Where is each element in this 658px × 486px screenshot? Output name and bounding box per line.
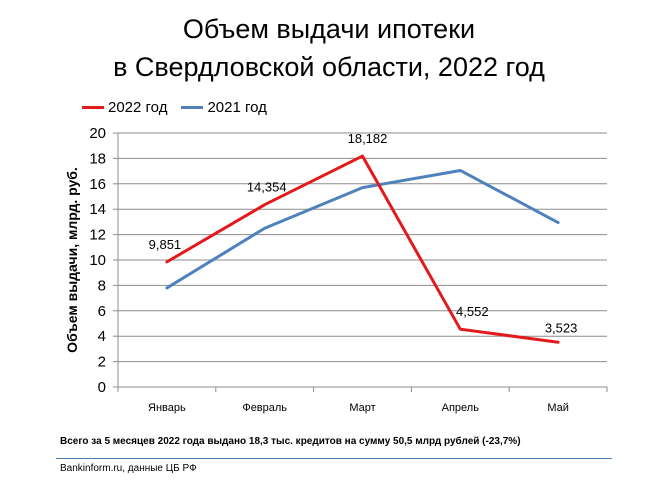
y-tick-label: 6 <box>98 303 106 320</box>
y-tick-label: 4 <box>98 328 106 345</box>
y-axis-label: Объем выдачи, млрд. руб. <box>64 167 80 353</box>
x-tick-label: Март <box>349 402 375 414</box>
y-tick-label: 20 <box>89 125 106 142</box>
y-tick-label: 2 <box>98 354 106 371</box>
y-tick-label: 10 <box>89 252 106 269</box>
x-tick-label: Май <box>547 402 569 414</box>
data-label: 18,182 <box>348 131 388 146</box>
y-tick-label: 18 <box>89 150 106 167</box>
x-tick-label: Январь <box>148 402 186 414</box>
data-label: 3,523 <box>545 320 578 335</box>
source-footnote: Bankinform.ru, данные ЦБ РФ <box>60 463 197 474</box>
legend-swatch-2021 <box>181 106 204 109</box>
chart-title: Объем выдачи ипотеки в Свердловской обла… <box>0 10 658 86</box>
chart-title-line-1: Объем выдачи ипотеки <box>182 14 476 44</box>
y-tick-label: 14 <box>89 201 106 218</box>
data-label: 4,552 <box>456 304 489 319</box>
x-tick-label: Февраль <box>242 402 287 414</box>
x-tick-label: Апрель <box>442 402 480 414</box>
legend-item-2021: 2021 год <box>181 99 267 116</box>
y-tick-label: 8 <box>98 277 106 294</box>
legend-item-2022: 2022 год <box>82 99 167 116</box>
footer-divider <box>56 458 612 459</box>
y-tick-label: 12 <box>89 227 106 244</box>
legend: 2022 год 2021 год <box>82 99 281 116</box>
summary-footnote: Всего за 5 месяцев 2022 года выдано 18,3… <box>60 436 521 447</box>
legend-label-2021: 2021 год <box>207 99 267 116</box>
legend-label-2022: 2022 год <box>108 99 168 116</box>
data-label: 9,851 <box>149 237 182 252</box>
data-label: 14,354 <box>247 180 287 195</box>
legend-swatch-2022 <box>82 106 104 109</box>
y-tick-label: 16 <box>89 176 106 193</box>
chart-title-line-2: в Свердловской области, 2022 год <box>113 52 545 82</box>
y-tick-label: 0 <box>98 379 106 396</box>
